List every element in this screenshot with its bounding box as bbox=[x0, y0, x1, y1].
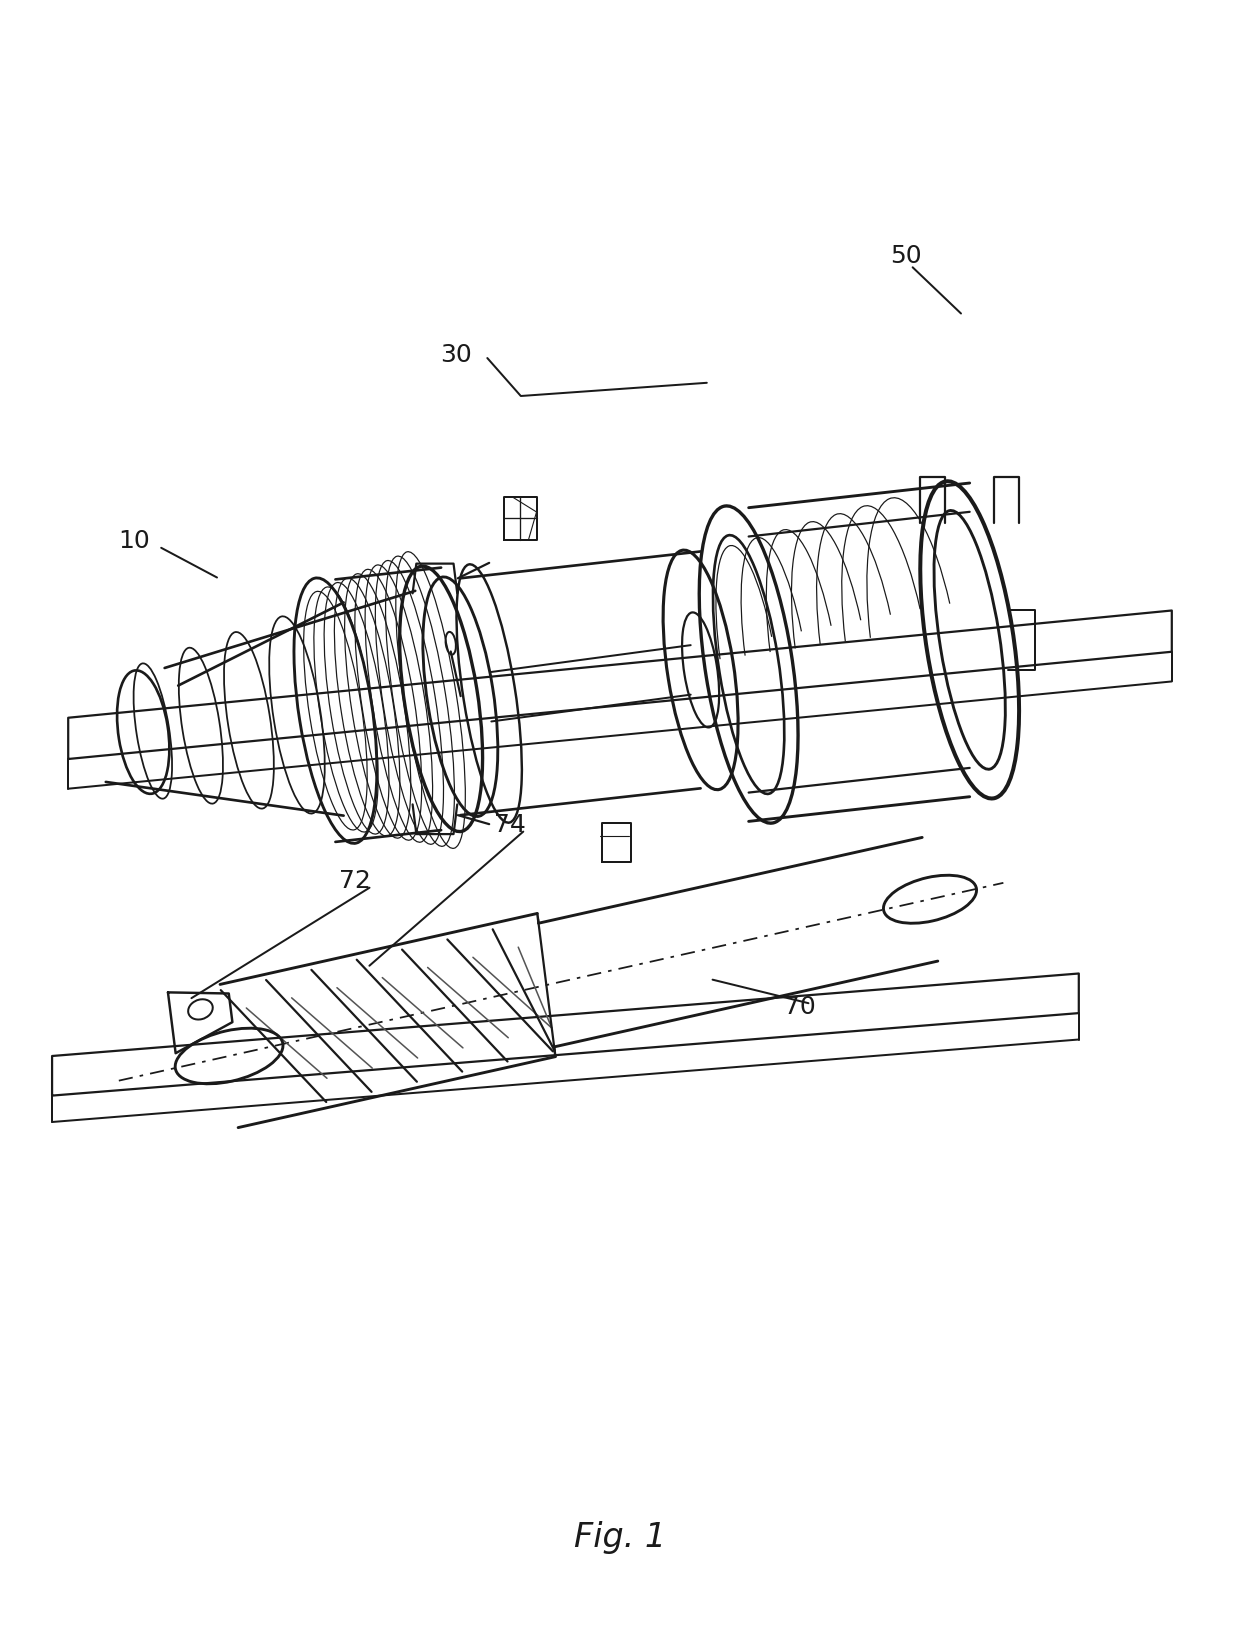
Text: 30: 30 bbox=[440, 343, 472, 366]
Text: Fig. 1: Fig. 1 bbox=[574, 1521, 666, 1554]
Text: 70: 70 bbox=[784, 995, 816, 1018]
Text: 10: 10 bbox=[118, 530, 150, 553]
Text: 74: 74 bbox=[494, 813, 526, 837]
Text: 72: 72 bbox=[339, 870, 371, 893]
Text: 50: 50 bbox=[890, 244, 923, 267]
